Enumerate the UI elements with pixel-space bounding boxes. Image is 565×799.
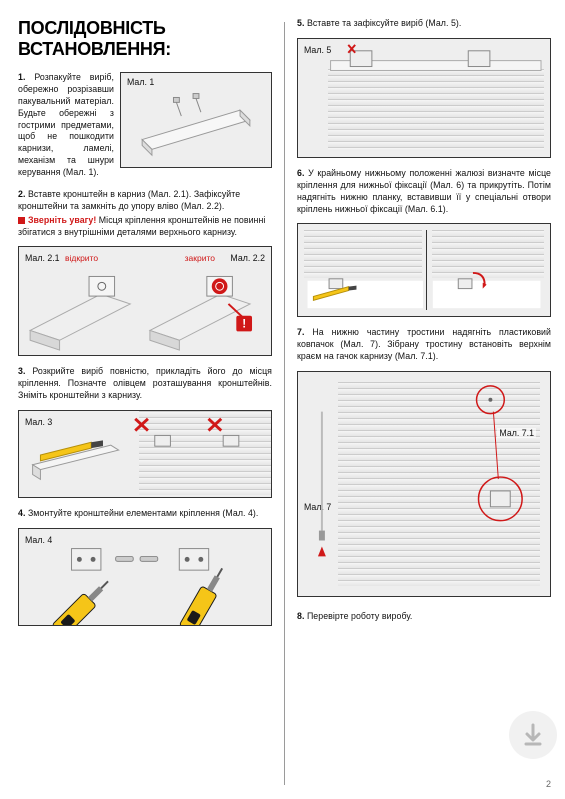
watermark-icon xyxy=(509,711,557,759)
svg-text:!: ! xyxy=(242,318,246,331)
figure-1: Мал. 1 xyxy=(120,72,272,168)
step-7-text: 7. На нижню частину тростини надягніть п… xyxy=(297,327,551,363)
step-1-block: 1. Розпакуйте виріб, обережно розрізавши… xyxy=(18,72,272,179)
figure-6-illustration xyxy=(298,224,550,316)
page-number: 2 xyxy=(546,779,551,789)
step-3-text: 3. Розкрийте виріб повністю, прикладіть … xyxy=(18,366,272,402)
step-6-text: 6. У крайньому нижньому положенні жалюзі… xyxy=(297,168,551,216)
instruction-page: ПОСЛІДОВНІСТЬ ВСТАНОВЛЕННЯ: 1. Розпакуйт… xyxy=(0,0,565,799)
left-column: ПОСЛІДОВНІСТЬ ВСТАНОВЛЕННЯ: 1. Розпакуйт… xyxy=(18,18,284,785)
warning-icon xyxy=(18,217,25,224)
figure-4: Мал. 4 xyxy=(18,528,272,626)
figure-2-illustration: ! xyxy=(19,247,271,355)
step-2-warning: Зверніть увагу! Місця кріплення кронштей… xyxy=(18,215,272,239)
figure-6: Мал. 6 Мал. 6.1 xyxy=(297,223,551,317)
right-column: 5. Вставте та зафіксуйте виріб (Мал. 5).… xyxy=(285,18,551,785)
figure-7-illustration xyxy=(298,372,550,596)
figure-5: Мал. 5 xyxy=(297,38,551,158)
step-2-text: 2. Вставте кронштейн в карниз (Мал. 2.1)… xyxy=(18,189,272,213)
figure-3-illustration xyxy=(19,411,271,497)
figure-5-illustration xyxy=(298,39,550,157)
step-5-text: 5. Вставте та зафіксуйте виріб (Мал. 5). xyxy=(297,18,551,30)
step-1-text: 1. Розпакуйте виріб, обережно розрізавши… xyxy=(18,72,114,179)
figure-4-illustration xyxy=(19,529,271,625)
figure-7: Мал. 7 Мал. 7.1 xyxy=(297,371,551,597)
step-8-text: 8. Перевірте роботу виробу. xyxy=(297,611,551,623)
step-4-text: 4. Змонтуйте кронштейни елементами кріпл… xyxy=(18,508,272,520)
figure-2: Мал. 2.1 відкрито закрито Мал. 2.2 ! xyxy=(18,246,272,356)
figure-1-illustration xyxy=(121,73,271,167)
page-title: ПОСЛІДОВНІСТЬ ВСТАНОВЛЕННЯ: xyxy=(18,18,272,60)
figure-3: Мал. 3 xyxy=(18,410,272,498)
